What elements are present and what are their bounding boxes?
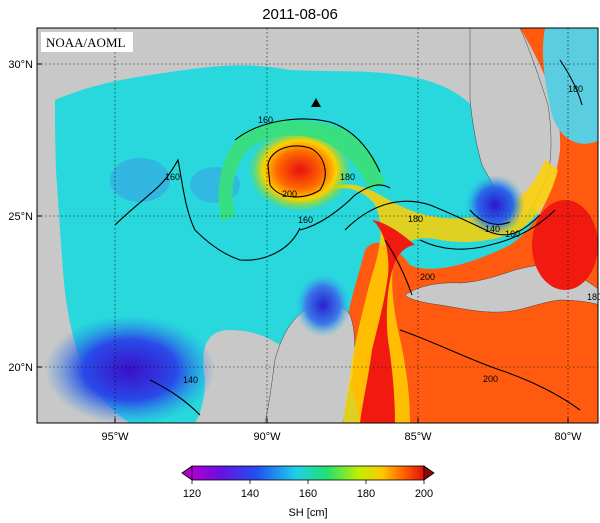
sh-contours <box>114 59 583 416</box>
lat-label: 30°N <box>8 59 33 71</box>
lon-label: 90°W <box>253 431 281 443</box>
cool-eddy-south <box>295 273 351 337</box>
lon-label: 95°W <box>101 431 129 443</box>
contour-label: 160 <box>505 229 520 239</box>
contour-label: 160 <box>298 215 313 225</box>
colorbar-min-arrow <box>181 465 193 481</box>
colorbar-ramp <box>191 465 425 481</box>
atlantic-shelf <box>542 28 598 144</box>
contour-label: 160 <box>165 172 180 182</box>
warm-pool-northeast <box>532 200 598 290</box>
colorbar-label: SH [cm] <box>288 507 327 519</box>
colorbar-tick: 200 <box>415 488 433 500</box>
colorbar-tick: 140 <box>241 488 259 500</box>
contour-label: 140 <box>183 375 198 385</box>
colorbar-tick: 120 <box>183 488 201 500</box>
contour-labels: 160 160 200 180 160 180 140 160 180 200 … <box>165 84 600 385</box>
lat-label: 20°N <box>8 362 33 374</box>
lon-label: 85°W <box>404 431 432 443</box>
station-triangle-icon <box>311 98 321 107</box>
warm-eddy <box>248 128 352 212</box>
contour-label: 160 <box>258 115 273 125</box>
map-frame <box>36 27 599 424</box>
colorbar: 120 140 160 180 200 SH [cm] <box>181 465 435 519</box>
contour-label: 180 <box>568 84 583 94</box>
green-ridge <box>218 120 385 222</box>
colorbar-tick: 180 <box>357 488 375 500</box>
credit-box <box>41 32 133 52</box>
contour-label: 200 <box>420 272 435 282</box>
contour-label: 180 <box>340 172 355 182</box>
contour-label: 200 <box>282 189 297 199</box>
straits-ocean <box>345 28 598 423</box>
cool-patch-west <box>110 158 170 202</box>
contour-label: 200 <box>483 374 498 384</box>
credit-label: NOAA/AOML <box>46 35 126 50</box>
colorbar-max-arrow <box>423 465 435 481</box>
map-title: 2011-08-06 <box>262 6 338 23</box>
colorbar-tick: 160 <box>299 488 317 500</box>
cool-basin-east <box>465 175 525 235</box>
graticule <box>37 28 598 423</box>
contour-label: 180 <box>408 214 423 224</box>
cool-basin-southwest <box>45 315 215 423</box>
lat-label: 25°N <box>8 211 33 223</box>
lon-label: 80°W <box>554 431 582 443</box>
contour-label: 140 <box>485 224 500 234</box>
loop-core <box>360 220 415 423</box>
contour-label: 180 <box>587 292 600 302</box>
axis-ticks <box>37 63 569 423</box>
